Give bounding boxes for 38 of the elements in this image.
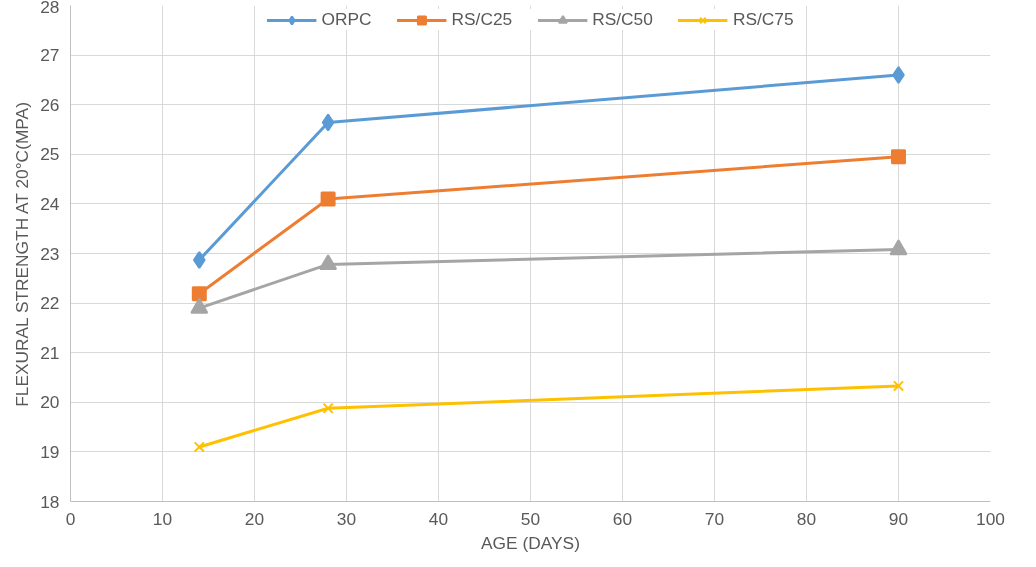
x-tick-label: 30 — [336, 508, 357, 529]
x-tick-label: 0 — [65, 508, 76, 529]
point — [321, 113, 335, 132]
legend-label: RS/C75 — [732, 9, 794, 30]
legend-label: ORPC — [321, 9, 372, 30]
legend-label: RS/C50 — [592, 9, 653, 30]
y-tick-label: 25 — [40, 144, 60, 165]
y-tick-label: 23 — [40, 243, 60, 264]
y-tick-label: 26 — [40, 94, 60, 115]
y-tick-label: 22 — [40, 293, 60, 314]
x-axis-title: AGE (DAYS) — [481, 532, 580, 553]
point — [319, 254, 338, 271]
y-tick-label: 27 — [40, 45, 60, 66]
y-tick-label: 18 — [40, 491, 60, 512]
point — [322, 402, 334, 414]
point — [192, 250, 206, 269]
point — [191, 286, 207, 302]
x-tick-label: 100 — [976, 508, 1005, 529]
y-axis-title: FLEXURAL STRENGTH AT 20°C(MPA) — [12, 102, 33, 407]
x-tick-label: 70 — [704, 508, 725, 529]
point — [889, 239, 908, 256]
y-tick-label: 21 — [40, 342, 60, 363]
y-tick-label: 19 — [40, 441, 60, 462]
x-tick-label: 60 — [612, 508, 633, 529]
x-tick-label: 50 — [520, 508, 541, 529]
x-tick-label: 20 — [244, 508, 265, 529]
legend-label: RS/C25 — [451, 9, 513, 30]
y-tick-label: 24 — [40, 193, 60, 214]
x-tick-label: 10 — [152, 508, 173, 529]
point — [891, 149, 906, 165]
y-tick-label: 28 — [40, 0, 60, 17]
point — [320, 191, 336, 207]
x-tick-label: 40 — [428, 508, 449, 529]
point — [193, 441, 205, 453]
x-tick-label: 90 — [888, 508, 909, 529]
point — [892, 380, 905, 392]
x-tick-label: 80 — [796, 508, 817, 529]
y-tick-label: 20 — [40, 392, 60, 413]
